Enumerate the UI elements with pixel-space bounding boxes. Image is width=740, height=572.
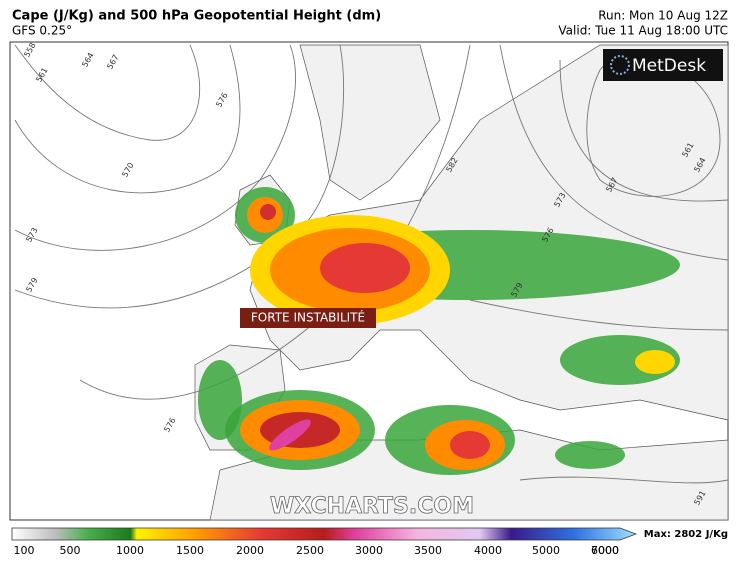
- colorbar-label: 6000: [591, 544, 619, 557]
- colorbar-label: 5000: [532, 544, 560, 557]
- annotation: FORTE INSTABILITÉ: [251, 310, 365, 325]
- valid-time: Valid: Tue 11 Aug 18:00 UTC: [558, 24, 728, 38]
- colorbar-labels: 100 500 1000 1500 2000 2500 3000 3500 4000 5000 60…: [14, 544, 620, 557]
- max-label: Max: 2802 J/Kg: [644, 529, 728, 540]
- subtitle: GFS 0.25°: [12, 24, 72, 38]
- logo: MetDesk: [632, 56, 706, 76]
- title: Cape (J/Kg) and 500 hPa Geopotential Hei…: [12, 9, 381, 24]
- colorbar-label: 2500: [296, 544, 324, 557]
- colorbar-label: 2000: [236, 544, 264, 557]
- run-time: Run: Mon 10 Aug 12Z: [598, 9, 728, 23]
- logo-box: [603, 49, 723, 81]
- colorbar-label: 3500: [414, 544, 442, 557]
- colorbar-label: 1000: [116, 544, 144, 557]
- colorbar: Max: 2802 J/Kg 100 500 1000 1500 2000 2500 300…: [11, 527, 728, 557]
- colorbar-label: 100: [14, 544, 35, 557]
- colorbar-label: 7000: [591, 544, 619, 557]
- colorbar-label: 1500: [176, 544, 204, 557]
- annotation-box: [240, 308, 376, 328]
- logo-icon: [610, 55, 630, 75]
- watermark: WXCHARTS.COM: [270, 494, 474, 519]
- colorbar-label: 500: [60, 544, 81, 557]
- colorbar-label: 3000: [355, 544, 383, 557]
- cape-field: [198, 187, 680, 475]
- colorbar-label: 4000: [474, 544, 502, 557]
- colorbar-scale: [11, 527, 638, 541]
